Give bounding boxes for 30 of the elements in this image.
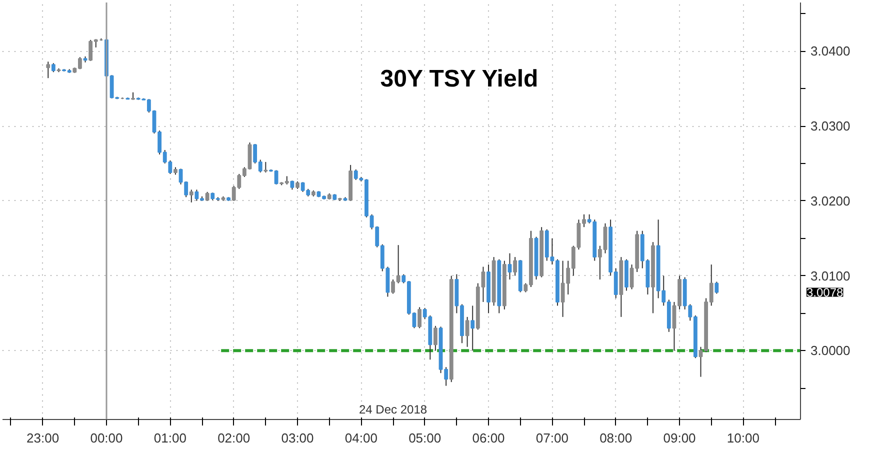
y-tick-label: 3.0000 [810, 343, 850, 358]
candlestick [264, 161, 268, 173]
candlestick [434, 325, 438, 352]
x-tick-label: 05:00 [408, 430, 442, 446]
x-tick-label: 03:00 [281, 430, 314, 446]
candlestick [465, 316, 470, 348]
x-tick-label: 06:00 [472, 430, 505, 446]
candlestick [470, 305, 475, 352]
text: 3.0078 [806, 286, 844, 300]
x-tick-label: 00:00 [90, 430, 123, 446]
x-tick-label: 02:00 [218, 430, 250, 446]
x-tick-label: 08:00 [600, 430, 632, 446]
candlestick [508, 252, 512, 280]
x-tick-label: 10:00 [726, 430, 760, 446]
candlestick [513, 256, 518, 276]
y-tick-label: 3.0100 [810, 268, 850, 284]
x-tick-label: 01:00 [154, 430, 186, 446]
x-tick-label: 07:00 [536, 430, 568, 446]
text: 30Y TSY Yield [380, 65, 538, 92]
candlestick [418, 306, 422, 329]
x-tick-label: 04:00 [344, 430, 378, 446]
x-tick-label: 23:00 [26, 430, 60, 446]
y-tick-label: 3.0300 [810, 118, 850, 134]
candlestick [189, 189, 194, 203]
annotation: 24 Dec 2018 [358, 402, 428, 416]
x-tick-label: 09:00 [663, 430, 696, 446]
y-tick-label: 3.0400 [810, 44, 850, 59]
candlestick [46, 61, 50, 79]
y-tick-label: 3.0200 [810, 193, 850, 208]
candlestick [714, 281, 719, 294]
